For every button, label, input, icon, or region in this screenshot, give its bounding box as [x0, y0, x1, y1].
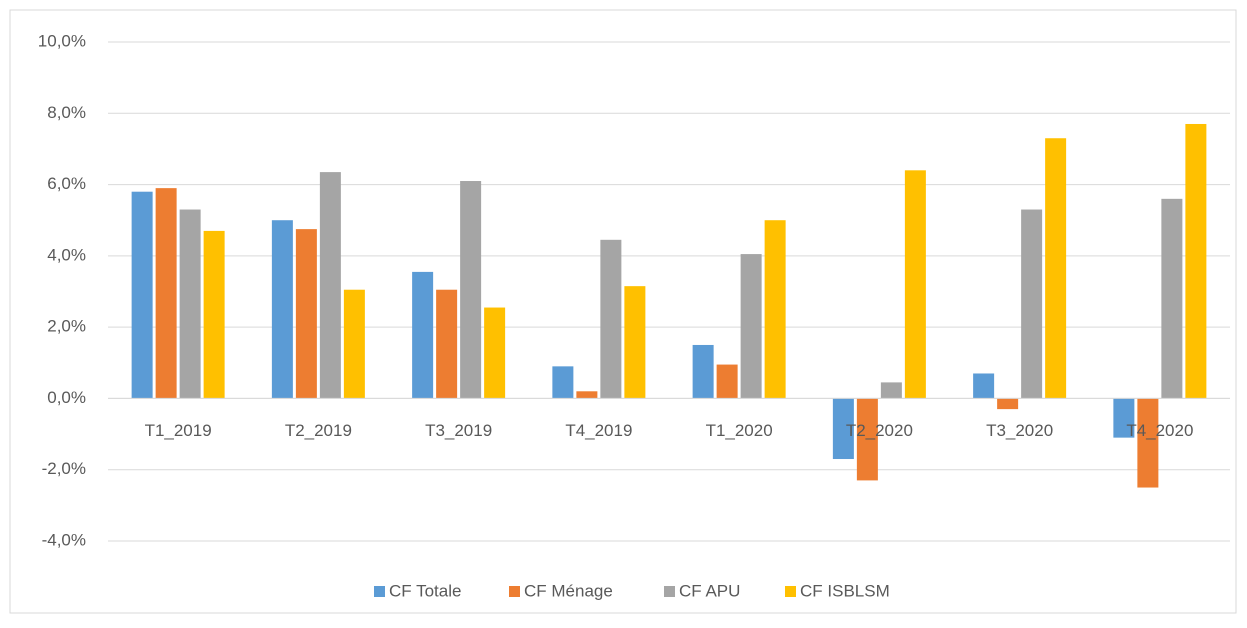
y-tick-label: 10,0%	[38, 31, 86, 50]
bar	[740, 254, 762, 399]
bar	[576, 391, 598, 399]
bar	[764, 220, 786, 399]
x-tick-label: T3_2019	[425, 421, 492, 440]
bar	[1185, 123, 1207, 399]
x-tick-label: T4_2019	[565, 421, 632, 440]
legend-label: CF Ménage	[524, 581, 613, 600]
x-tick-label: T2_2019	[285, 421, 352, 440]
bar	[856, 398, 878, 481]
bar	[716, 364, 738, 399]
x-tick-label: T4_2020	[1126, 421, 1193, 440]
bar	[131, 191, 153, 399]
legend-label: CF ISBLSM	[800, 581, 890, 600]
legend-swatch	[664, 586, 675, 597]
bar	[552, 366, 574, 399]
bar	[1021, 209, 1043, 399]
bar	[203, 230, 225, 399]
x-tick-label: T1_2019	[145, 421, 212, 440]
bar	[832, 398, 854, 460]
bar	[692, 344, 714, 399]
bar	[155, 188, 177, 399]
bar	[1137, 398, 1159, 488]
bar	[880, 382, 902, 399]
y-tick-label: 8,0%	[47, 103, 86, 122]
y-tick-label: 0,0%	[47, 388, 86, 407]
bar	[1161, 198, 1183, 399]
legend-label: CF APU	[679, 581, 740, 600]
bar	[600, 239, 622, 399]
y-tick-label: 4,0%	[47, 245, 86, 264]
y-tick-label: 2,0%	[47, 317, 86, 336]
bar	[179, 209, 201, 399]
bar	[436, 289, 458, 399]
bar	[319, 172, 341, 399]
legend-swatch	[509, 586, 520, 597]
y-tick-label: 6,0%	[47, 174, 86, 193]
bar	[973, 373, 995, 399]
y-tick-label: -4,0%	[42, 530, 86, 549]
y-tick-label: -2,0%	[42, 459, 86, 478]
legend-label: CF Totale	[389, 581, 461, 600]
bar	[484, 307, 506, 399]
x-tick-label: T1_2020	[706, 421, 773, 440]
bar	[412, 271, 434, 399]
x-tick-label: T3_2020	[986, 421, 1053, 440]
legend-swatch	[374, 586, 385, 597]
bar	[1045, 138, 1067, 399]
bar	[271, 220, 293, 399]
bar	[295, 229, 317, 399]
legend-swatch	[785, 586, 796, 597]
x-tick-label: T2_2020	[846, 421, 913, 440]
bar	[997, 398, 1019, 410]
bar	[904, 170, 926, 399]
bar	[343, 289, 365, 399]
bar	[1113, 398, 1135, 438]
bar	[624, 286, 646, 399]
bar	[460, 181, 482, 399]
